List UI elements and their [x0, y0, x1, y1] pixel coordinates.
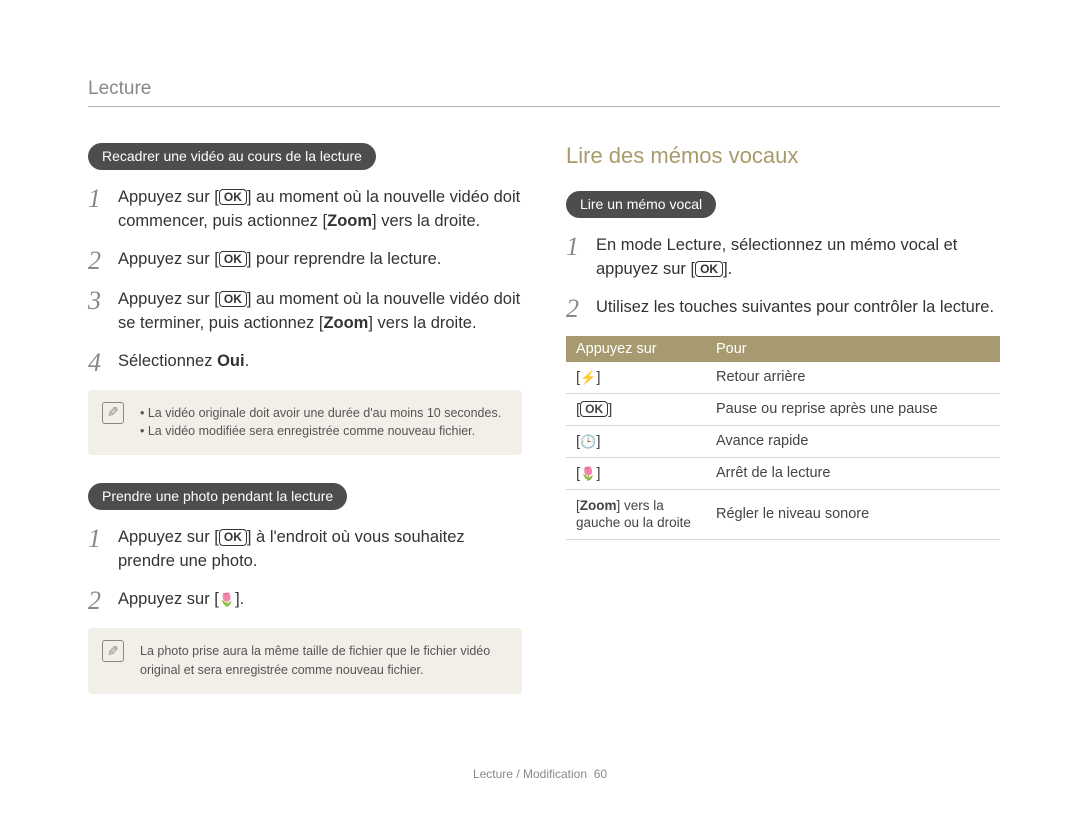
step-item: 2 Appuyez sur [].	[88, 588, 522, 614]
desc-cell: Arrêt de la lecture	[706, 457, 1000, 489]
pill-recadrer: Recadrer une vidéo au cours de la lectur…	[88, 143, 376, 170]
key-cell: []	[566, 457, 706, 489]
controls-table: Appuyez sur Pour [] Retour arrière [OK] …	[566, 336, 1000, 540]
key-cell: [Zoom] vers la gauche ou la droite	[566, 489, 706, 539]
timer-icon	[580, 433, 596, 450]
step-text: En mode Lecture, sélectionnez un mémo vo…	[596, 234, 1000, 282]
table-row: [] Arrêt de la lecture	[566, 457, 1000, 489]
key-cell: []	[566, 425, 706, 457]
note-item: La vidéo originale doit avoir une durée …	[140, 404, 506, 423]
note-icon	[102, 402, 124, 424]
table-row: [OK] Pause ou reprise après une pause	[566, 393, 1000, 425]
note-icon	[102, 640, 124, 662]
step-text: Sélectionnez Oui.	[118, 350, 522, 374]
key-cell: [OK]	[566, 393, 706, 425]
macro-icon	[219, 591, 235, 608]
note-text: La photo prise aura la même taille de fi…	[140, 644, 490, 677]
step-item: 1 En mode Lecture, sélectionnez un mémo …	[566, 234, 1000, 282]
ok-icon: OK	[219, 529, 247, 545]
step-text: Appuyez sur [].	[118, 588, 522, 612]
macro-icon	[580, 465, 596, 482]
steps-recadrer: 1 Appuyez sur [OK] au moment où la nouve…	[88, 186, 522, 376]
steps-memo: 1 En mode Lecture, sélectionnez un mémo …	[566, 234, 1000, 322]
left-column: Recadrer une vidéo au cours de la lectur…	[88, 143, 522, 722]
ok-icon: OK	[219, 189, 247, 205]
note-box-2: La photo prise aura la même taille de fi…	[88, 628, 522, 694]
ok-icon: OK	[219, 291, 247, 307]
table-header: Appuyez sur	[566, 336, 706, 362]
step-item: 1 Appuyez sur [OK] à l'endroit où vous s…	[88, 526, 522, 574]
step-item: 4 Sélectionnez Oui.	[88, 350, 522, 376]
step-number: 2	[88, 588, 118, 614]
step-number: 3	[88, 288, 118, 314]
step-number: 1	[88, 526, 118, 552]
flash-icon	[580, 369, 596, 386]
page-header: Lecture	[88, 78, 1000, 107]
step-item: 1 Appuyez sur [OK] au moment où la nouve…	[88, 186, 522, 234]
desc-cell: Retour arrière	[706, 362, 1000, 394]
table-row: [] Retour arrière	[566, 362, 1000, 394]
step-item: 3 Appuyez sur [OK] au moment où la nouve…	[88, 288, 522, 336]
desc-cell: Régler le niveau sonore	[706, 489, 1000, 539]
step-text: Utilisez les touches suivantes pour cont…	[596, 296, 1000, 320]
page-footer: Lecture / Modification 60	[0, 767, 1080, 781]
desc-cell: Avance rapide	[706, 425, 1000, 457]
ok-icon: OK	[580, 401, 608, 417]
ok-icon: OK	[695, 261, 723, 277]
desc-cell: Pause ou reprise après une pause	[706, 393, 1000, 425]
step-number: 1	[566, 234, 596, 260]
step-item: 2 Appuyez sur [OK] pour reprendre la lec…	[88, 248, 522, 274]
step-text: Appuyez sur [OK] pour reprendre la lectu…	[118, 248, 522, 272]
step-number: 1	[88, 186, 118, 212]
note-item: La vidéo modifiée sera enregistrée comme…	[140, 422, 506, 441]
right-column: Lire des mémos vocaux Lire un mémo vocal…	[566, 143, 1000, 722]
table-header: Pour	[706, 336, 1000, 362]
step-text: Appuyez sur [OK] à l'endroit où vous sou…	[118, 526, 522, 574]
pill-lire-memo: Lire un mémo vocal	[566, 191, 716, 218]
step-number: 2	[566, 296, 596, 322]
steps-photo: 1 Appuyez sur [OK] à l'endroit où vous s…	[88, 526, 522, 614]
table-row: [Zoom] vers la gauche ou la droite Régle…	[566, 489, 1000, 539]
ok-icon: OK	[219, 251, 247, 267]
step-number: 4	[88, 350, 118, 376]
key-cell: []	[566, 362, 706, 394]
step-number: 2	[88, 248, 118, 274]
step-item: 2 Utilisez les touches suivantes pour co…	[566, 296, 1000, 322]
step-text: Appuyez sur [OK] au moment où la nouvell…	[118, 288, 522, 336]
step-text: Appuyez sur [OK] au moment où la nouvell…	[118, 186, 522, 234]
section-title-memos: Lire des mémos vocaux	[566, 143, 1000, 169]
pill-prendre-photo: Prendre une photo pendant la lecture	[88, 483, 347, 510]
table-row: [] Avance rapide	[566, 425, 1000, 457]
note-box-1: La vidéo originale doit avoir une durée …	[88, 390, 522, 456]
